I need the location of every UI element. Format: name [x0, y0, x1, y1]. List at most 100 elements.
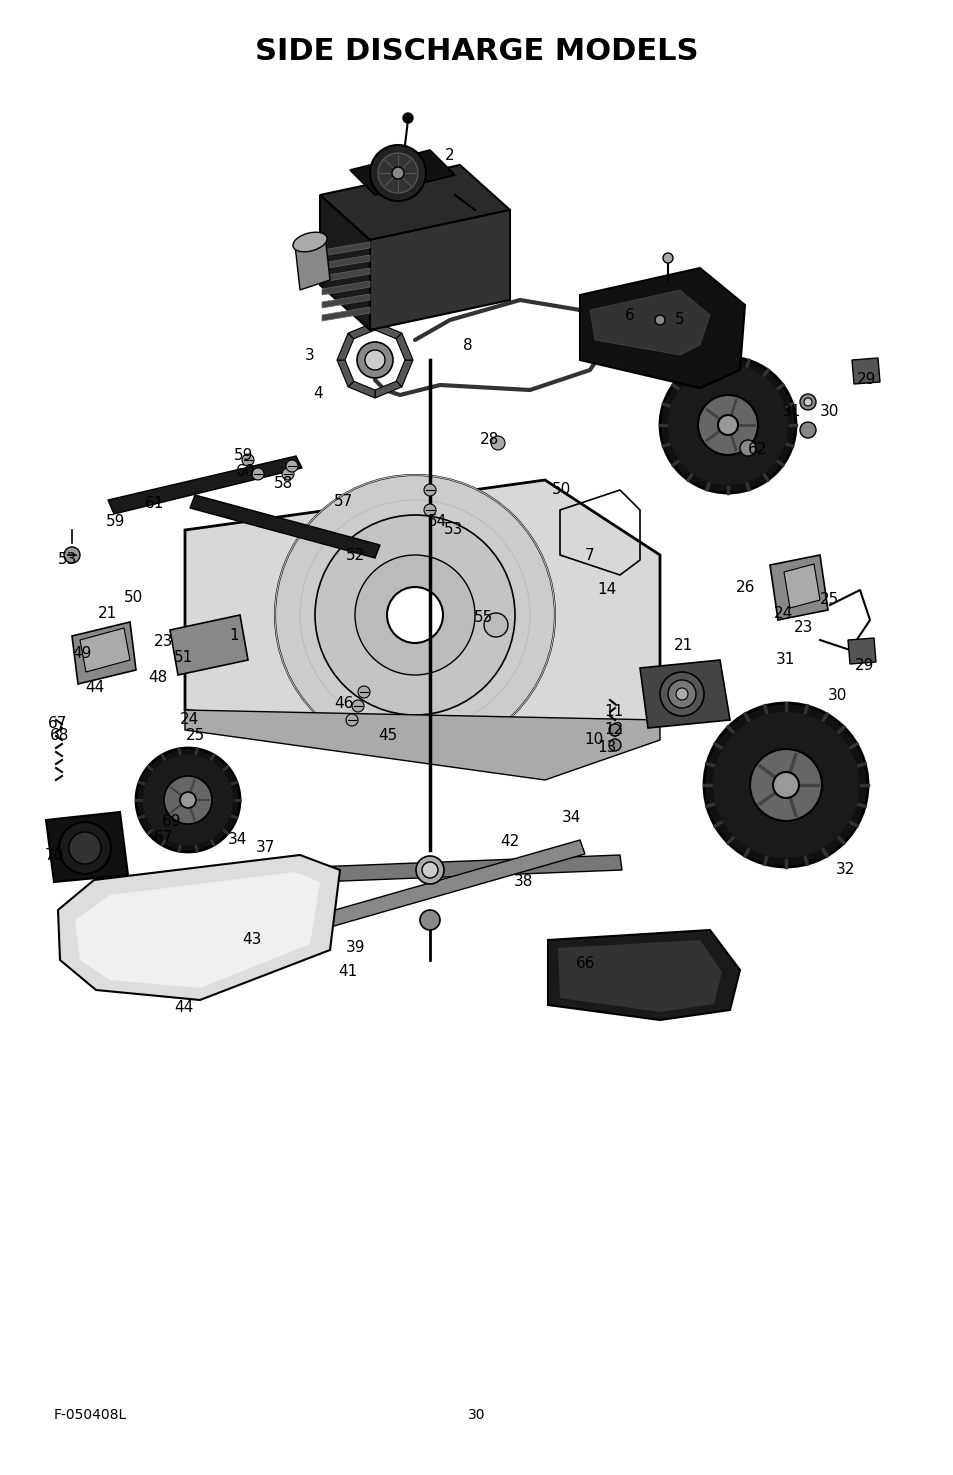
Circle shape: [387, 587, 442, 643]
Text: 61: 61: [145, 497, 165, 512]
Polygon shape: [319, 195, 370, 330]
Polygon shape: [322, 268, 370, 282]
Text: 51: 51: [174, 650, 193, 665]
Circle shape: [749, 749, 821, 822]
Text: 69: 69: [162, 814, 182, 829]
Text: 21: 21: [674, 637, 693, 652]
Text: 31: 31: [776, 652, 795, 668]
Circle shape: [667, 680, 696, 708]
Text: 34: 34: [228, 832, 248, 848]
Polygon shape: [639, 659, 729, 729]
Text: 44: 44: [174, 1000, 193, 1015]
Polygon shape: [579, 268, 744, 388]
Text: 66: 66: [576, 956, 595, 972]
Polygon shape: [185, 709, 659, 780]
Text: 58: 58: [274, 476, 294, 491]
Text: 25: 25: [820, 593, 839, 608]
Text: SIDE DISCHARGE MODELS: SIDE DISCHARGE MODELS: [255, 37, 698, 66]
Text: 30: 30: [820, 404, 839, 419]
Circle shape: [136, 748, 240, 853]
Polygon shape: [395, 333, 413, 360]
Polygon shape: [294, 235, 330, 291]
Circle shape: [242, 454, 253, 466]
Circle shape: [718, 414, 738, 435]
Polygon shape: [847, 639, 875, 664]
Polygon shape: [370, 209, 510, 330]
Polygon shape: [348, 381, 375, 398]
Circle shape: [423, 504, 436, 516]
Polygon shape: [170, 615, 248, 676]
Circle shape: [703, 704, 867, 867]
Polygon shape: [547, 931, 740, 1021]
Text: 67: 67: [154, 830, 173, 845]
Text: 48: 48: [149, 671, 168, 686]
Circle shape: [69, 832, 101, 864]
Circle shape: [712, 712, 858, 858]
Circle shape: [491, 437, 504, 450]
Polygon shape: [322, 255, 370, 268]
Circle shape: [180, 792, 195, 808]
Text: 14: 14: [597, 583, 616, 597]
Circle shape: [772, 771, 799, 798]
Text: 52: 52: [346, 549, 365, 563]
Text: 2: 2: [445, 148, 455, 162]
Circle shape: [800, 394, 815, 410]
Polygon shape: [348, 322, 375, 339]
Text: 23: 23: [154, 634, 173, 649]
Polygon shape: [350, 150, 455, 195]
Text: 3: 3: [305, 348, 314, 363]
Polygon shape: [322, 282, 370, 295]
Polygon shape: [395, 360, 413, 386]
Circle shape: [659, 673, 703, 715]
Text: 67: 67: [49, 717, 68, 732]
Text: 53: 53: [58, 553, 77, 568]
Text: 5: 5: [675, 313, 684, 327]
Polygon shape: [322, 307, 370, 322]
Text: 6: 6: [624, 307, 634, 323]
Text: 43: 43: [242, 932, 261, 947]
Text: 60: 60: [236, 465, 255, 479]
Polygon shape: [319, 165, 510, 240]
Text: F-050408L: F-050408L: [54, 1409, 127, 1422]
Circle shape: [143, 755, 233, 845]
Text: 23: 23: [794, 621, 813, 636]
Circle shape: [662, 254, 672, 263]
Circle shape: [667, 364, 787, 485]
Circle shape: [800, 422, 815, 438]
Text: 24: 24: [180, 712, 199, 727]
Circle shape: [698, 395, 758, 454]
Text: 32: 32: [836, 863, 855, 878]
Text: 10: 10: [584, 733, 603, 748]
Ellipse shape: [293, 232, 327, 252]
Polygon shape: [375, 322, 401, 339]
Circle shape: [252, 468, 264, 479]
Text: 38: 38: [514, 875, 533, 889]
Text: 11: 11: [604, 705, 623, 720]
Circle shape: [356, 342, 393, 378]
Text: 54: 54: [428, 515, 447, 530]
Polygon shape: [299, 839, 584, 934]
Polygon shape: [589, 291, 709, 355]
Text: 39: 39: [346, 941, 365, 956]
Circle shape: [314, 515, 515, 715]
Text: 70: 70: [45, 848, 64, 863]
Text: 29: 29: [855, 658, 874, 673]
Circle shape: [416, 855, 443, 884]
Circle shape: [608, 724, 620, 736]
Text: 49: 49: [72, 646, 91, 661]
Text: 50: 50: [552, 482, 571, 497]
Circle shape: [423, 484, 436, 496]
Circle shape: [352, 701, 364, 712]
Circle shape: [402, 114, 413, 122]
Text: 29: 29: [857, 373, 876, 388]
Text: 44: 44: [85, 680, 105, 696]
Polygon shape: [558, 940, 721, 1012]
Circle shape: [274, 475, 555, 755]
Circle shape: [59, 822, 111, 875]
Text: 25: 25: [186, 727, 206, 742]
Circle shape: [365, 350, 385, 370]
Text: 1: 1: [229, 628, 238, 643]
Polygon shape: [851, 358, 879, 384]
Text: 31: 31: [781, 404, 801, 419]
Polygon shape: [783, 563, 820, 608]
